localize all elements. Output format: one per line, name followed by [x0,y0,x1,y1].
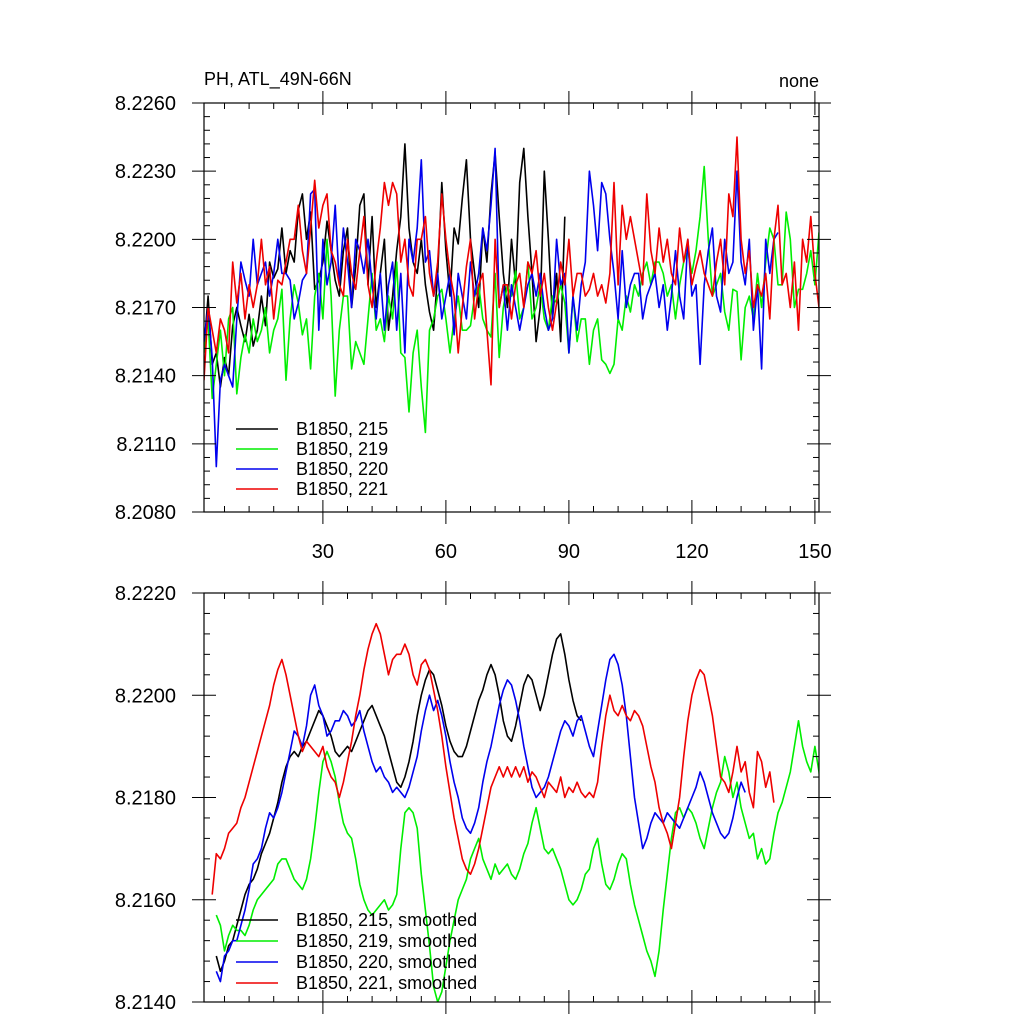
series-line-2 [204,165,819,434]
legend-label: B1850, 219 [296,439,388,459]
legend-label: B1850, 220 [296,459,388,479]
y-tick-label: 8.2260 [115,93,176,115]
series-line-4 [204,136,819,386]
y-tick-label: 8.2080 [115,502,176,524]
y-tick-label: 8.2170 [115,298,176,320]
y-tick-label: 8.2180 [115,788,176,810]
y-tick-label: 8.2160 [115,890,176,912]
legend-label: B1850, 221 [296,479,388,499]
series-line-1 [215,633,582,973]
bottom-panel: 8.2140 8.2160 8.2180 8.2200 8.2220 B1850, 215… [115,581,831,1014]
y-tick-label: 8.2140 [115,992,176,1014]
x-tick-label: 30 [312,541,334,563]
legend-label: B1850, 215, smoothed [296,910,477,930]
y-tick-label: 8.2200 [115,685,176,707]
series-line-4 [211,622,775,895]
y-tick-label: 8.2140 [115,366,176,388]
legend-label: B1850, 219, smoothed [296,931,477,951]
chart-title: PH, ATL_49N-66N [204,69,352,90]
legend-label: B1850, 221, smoothed [296,973,477,993]
series-line-1 [204,143,566,388]
y-tick-label: 8.2200 [115,229,176,251]
legend-label: B1850, 215 [296,419,388,439]
legend-label: B1850, 220, smoothed [296,952,477,972]
series-group [211,622,819,1002]
x-tick-label: 60 [435,541,457,563]
y-tick-label: 8.2230 [115,161,176,183]
y-tick-label: 8.2220 [115,583,176,605]
axis-ticks [192,581,831,1014]
x-tick-label: 90 [558,541,580,563]
chart-title-right: none [779,71,819,91]
y-tick-label: 8.2110 [116,434,176,456]
top-panel: 30 60 90 120 150 8.2080 8.2110 8.2140 8.2170 8.22… [115,91,832,563]
series-line-3 [204,147,779,468]
series-line-2 [215,719,819,1002]
axis-ticks [192,91,831,524]
series-group [204,136,819,468]
x-tick-label: 120 [675,541,708,563]
series-line-3 [215,653,746,983]
x-tick-label: 150 [798,541,831,563]
